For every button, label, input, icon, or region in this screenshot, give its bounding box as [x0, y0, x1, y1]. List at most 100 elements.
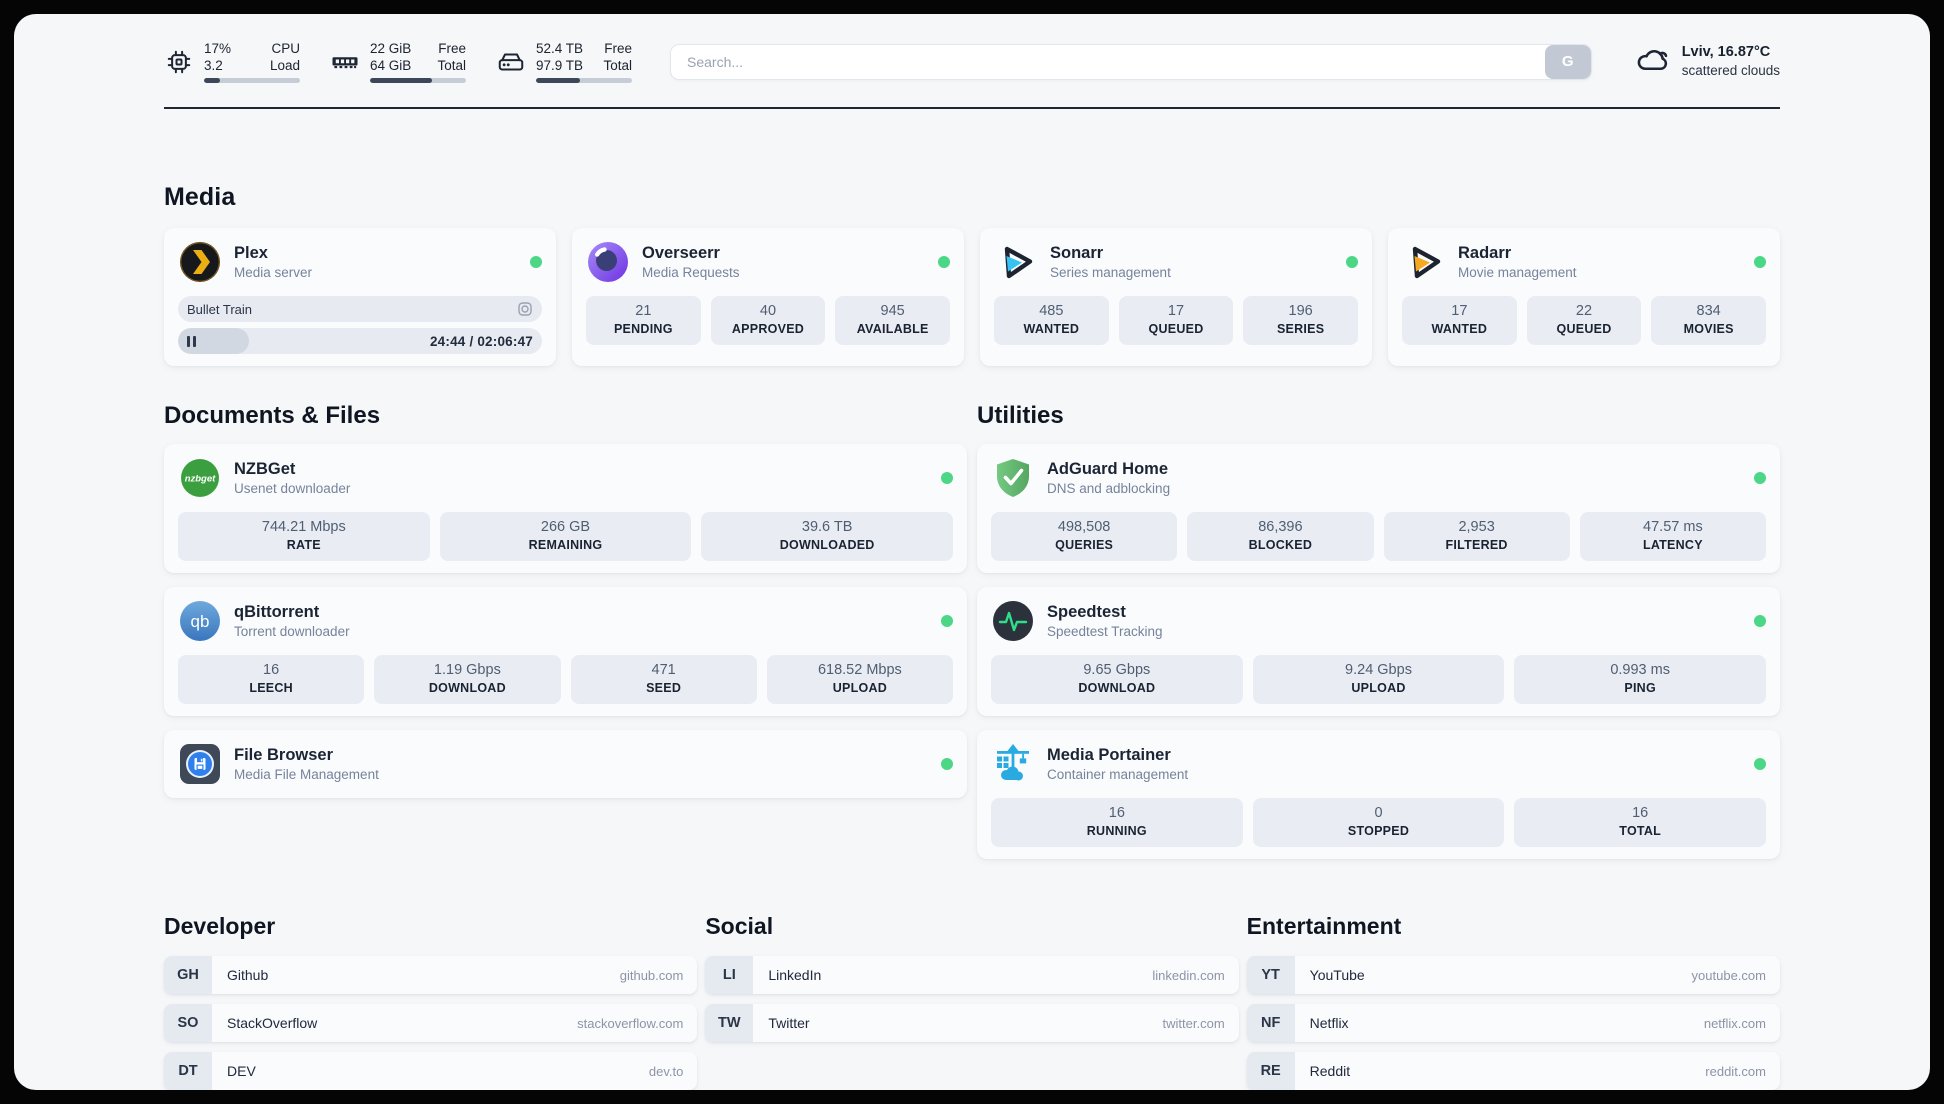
svg-text:qb: qb — [191, 612, 210, 631]
link-url: youtube.com — [1691, 967, 1766, 983]
speedtest-pulse-icon — [991, 599, 1035, 643]
qbittorrent-icon: qb — [178, 599, 222, 643]
youtube-abbr-icon: YT — [1246, 956, 1295, 994]
weather-location-temp: Lviv, 16.87°C — [1681, 44, 1771, 60]
app-name: Speedtest — [1047, 602, 1126, 621]
app-desc: Speedtest Tracking — [1047, 623, 1163, 639]
speedtest-card[interactable]: Speedtest Speedtest Tracking 9.65 Gbps DO… — [977, 587, 1780, 716]
header-divider — [164, 107, 1780, 109]
link-url: github.com — [619, 967, 684, 983]
search-engine-button[interactable]: G — [1544, 44, 1591, 79]
stat-queued: 17 QUEUED — [1118, 296, 1234, 345]
stat-wanted: 485 WANTED — [994, 296, 1109, 345]
storage-total-label: Total — [603, 58, 632, 73]
svg-text:nzbget: nzbget — [185, 474, 216, 485]
link-name: Twitter — [768, 1015, 810, 1031]
status-online-dot — [1754, 615, 1766, 627]
stat-running: 16 RUNNING — [991, 798, 1243, 847]
app-name: NZBGet — [234, 459, 296, 478]
status-online-dot — [1346, 256, 1358, 268]
storage-free-label: Free — [604, 41, 632, 56]
app-name: Sonarr — [1050, 243, 1104, 262]
dev-to-abbr-icon: DT — [164, 1052, 212, 1090]
link-github[interactable]: GH Github github.com — [164, 956, 698, 994]
memory-free-label: Free — [438, 41, 466, 56]
stat-remaining: 266 GB REMAINING — [439, 512, 692, 561]
system-stats: 17% 3.2 CPU Load — [164, 40, 632, 83]
app-desc: Media server — [234, 264, 313, 280]
section-title-developer: Developer — [164, 913, 276, 939]
plex-icon — [178, 240, 222, 284]
now-playing-title: Bullet Train — [187, 301, 253, 317]
reddit-abbr-icon: RE — [1246, 1052, 1295, 1090]
pause-icon[interactable] — [187, 335, 196, 347]
link-reddit[interactable]: RE Reddit reddit.com — [1246, 1052, 1780, 1090]
app-name: File Browser — [234, 745, 334, 764]
link-linkedin[interactable]: LI LinkedIn linkedin.com — [705, 956, 1239, 994]
stat-approved: 40 APPROVED — [710, 296, 826, 345]
weather-condition: scattered clouds — [1681, 63, 1780, 78]
link-url: linkedin.com — [1152, 967, 1225, 983]
playback-time: 24:44 / 02:06:47 — [429, 333, 533, 349]
link-name: StackOverflow — [227, 1015, 318, 1031]
filebrowser-icon — [178, 742, 222, 786]
storage-progress-bar — [536, 78, 632, 83]
section-title-utilities: Utilities — [977, 402, 1064, 429]
portainer-crane-icon — [991, 742, 1035, 786]
app-desc: Movie management — [1458, 264, 1577, 280]
plex-card[interactable]: Plex Media server Bullet Train — [164, 228, 556, 366]
portainer-card[interactable]: Media Portainer Container management 16 R… — [977, 730, 1780, 859]
nzbget-card[interactable]: nzbget NZBGet Usenet downloader 744.21 M… — [164, 444, 967, 573]
search-input[interactable] — [671, 44, 1545, 79]
playback-progress-bar: 24:44 / 02:06:47 — [178, 328, 542, 354]
radarr-card[interactable]: Radarr Movie management 17 WANTED 22 QUEUE… — [1388, 228, 1780, 366]
app-desc: Usenet downloader — [234, 480, 351, 496]
adguard-shield-icon — [991, 456, 1035, 500]
link-url: netflix.com — [1703, 1015, 1766, 1031]
section-title-social: Social — [705, 913, 774, 939]
stat-filtered: 2,953 FILTERED — [1383, 512, 1570, 561]
stat-available: 945 AVAILABLE — [835, 296, 950, 345]
stat-downloaded: 39.6 TB DOWNLOADED — [701, 512, 953, 561]
filebrowser-card[interactable]: File Browser Media File Management — [164, 730, 967, 798]
cpu-load-value: 3.2 — [204, 58, 223, 73]
app-name: Plex — [234, 243, 268, 262]
link-netflix[interactable]: NF Netflix netflix.com — [1246, 1004, 1780, 1042]
media-grid: Plex Media server Bullet Train — [164, 228, 1780, 366]
adguard-card[interactable]: AdGuard Home DNS and adblocking 498,508 Q… — [977, 444, 1780, 573]
link-url: twitter.com — [1162, 1015, 1225, 1031]
status-online-dot — [1754, 758, 1766, 770]
link-url: dev.to — [648, 1063, 684, 1079]
disk-icon — [496, 47, 526, 77]
memory-free-value: 22 GiB — [370, 41, 412, 56]
social-links-section: Social LI LinkedIn linkedin.com TW Twitt… — [705, 913, 1239, 1052]
sonarr-card[interactable]: Sonarr Series management 485 WANTED 17 QUE… — [980, 228, 1372, 366]
app-desc: Container management — [1047, 766, 1189, 782]
stat-leech: 16 LEECH — [178, 655, 365, 704]
link-stackoverflow[interactable]: SO StackOverflow stackoverflow.com — [164, 1004, 698, 1042]
stat-wanted: 17 WANTED — [1402, 296, 1517, 345]
stat-series: 196 SERIES — [1243, 296, 1358, 345]
stat-blocked: 86,396 BLOCKED — [1187, 512, 1374, 561]
stat-upload: 618.52 Mbps UPLOAD — [766, 655, 953, 704]
memory-progress-bar — [370, 78, 466, 83]
stat-stopped: 0 STOPPED — [1252, 798, 1505, 847]
link-url: stackoverflow.com — [577, 1015, 684, 1031]
dashboard-panel: 17% 3.2 CPU Load — [14, 14, 1930, 1090]
link-twitter[interactable]: TW Twitter twitter.com — [705, 1004, 1239, 1042]
status-online-dot — [941, 758, 953, 770]
link-url: reddit.com — [1705, 1063, 1766, 1079]
overseerr-card[interactable]: Overseerr Media Requests 21 PENDING 40 APP… — [572, 228, 964, 366]
app-name: Radarr — [1458, 243, 1512, 262]
link-dev-to[interactable]: DT DEV dev.to — [164, 1052, 698, 1090]
qbittorrent-card[interactable]: qb qBittorrent Torrent downloader 16 LEEC… — [164, 587, 967, 716]
radarr-icon — [1402, 240, 1446, 284]
section-title-media: Media — [164, 183, 236, 211]
stackoverflow-abbr-icon: SO — [164, 1004, 212, 1042]
stat-total: 16 TOTAL — [1514, 798, 1766, 847]
stat-latency: 47.57 ms LATENCY — [1579, 512, 1766, 561]
link-youtube[interactable]: YT YouTube youtube.com — [1246, 956, 1780, 994]
overseerr-icon — [586, 240, 630, 284]
status-online-dot — [941, 615, 953, 627]
stat-download: 9.65 Gbps DOWNLOAD — [991, 655, 1243, 704]
